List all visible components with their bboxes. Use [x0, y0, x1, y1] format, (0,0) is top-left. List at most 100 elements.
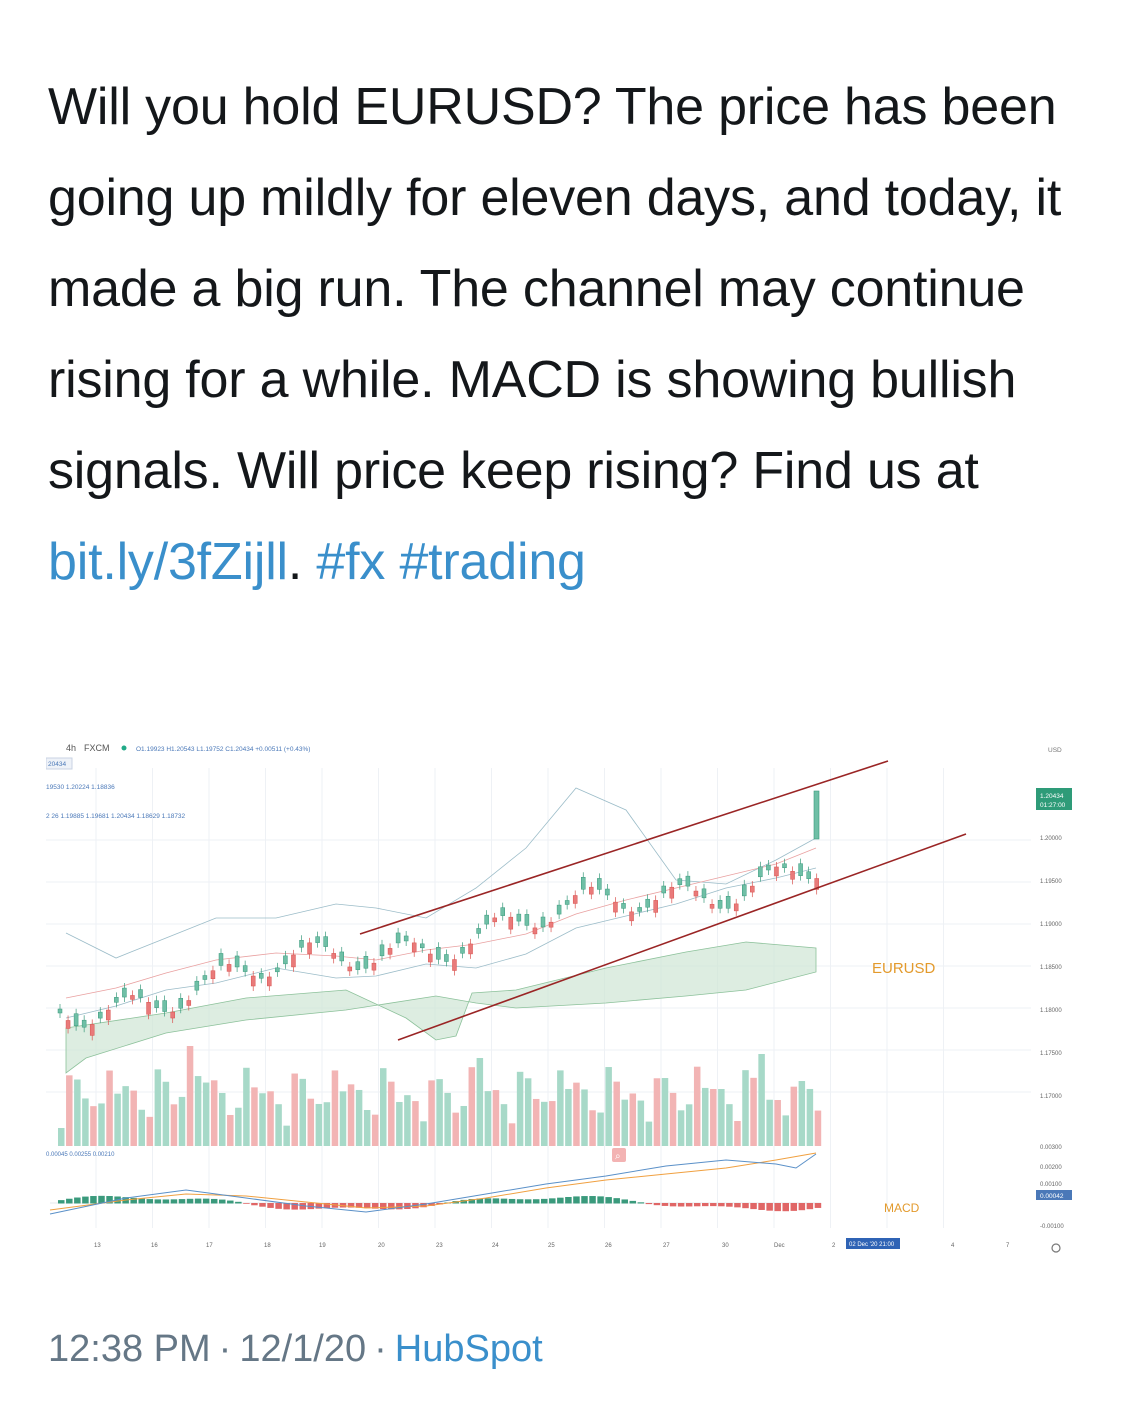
macd-hist-bar [565, 1196, 572, 1204]
volume-bar [235, 1107, 242, 1146]
macd-hist-bar [371, 1203, 379, 1209]
candle-body [766, 864, 771, 871]
hashtag-trading[interactable]: #trading [399, 533, 586, 591]
candle-body [420, 943, 425, 949]
volume-bar [460, 1105, 467, 1146]
macd-hist-bar [460, 1199, 467, 1204]
tweet-source[interactable]: HubSpot [394, 1328, 543, 1370]
candle-body [742, 884, 747, 897]
time-tick-label: 30 [722, 1243, 729, 1249]
candle-body [186, 1000, 192, 1006]
macd-tick-label: 0.00100 [1040, 1182, 1062, 1188]
candle-body [452, 959, 457, 971]
tweet-time[interactable]: 12:38 PM [48, 1328, 211, 1370]
volume-bar [565, 1088, 572, 1146]
candle-body [758, 866, 763, 878]
volume-bar [428, 1080, 435, 1146]
volume-bar [726, 1104, 733, 1146]
candle-body [717, 900, 723, 909]
chart-interval: 4h [66, 743, 76, 753]
volume-bar [210, 1080, 218, 1146]
macd-hist-bar [581, 1196, 588, 1204]
candle-body [693, 890, 699, 897]
volume-bar [291, 1073, 298, 1146]
macd-hist-bar [492, 1198, 500, 1204]
volume-bar [653, 1078, 661, 1146]
candle-body [339, 951, 344, 962]
price-axis: 1.20000 1.19500 1.19000 1.18500 1.18000 1.175… [1040, 836, 1062, 1100]
candle-body [267, 976, 272, 987]
hashtag-fx[interactable]: #fx [316, 533, 386, 591]
volume-bar [315, 1103, 323, 1146]
ohlc-readout: O1.19923 H1.20543 L1.19752 C1.20434 +0.0… [136, 746, 310, 753]
candle-body [73, 1013, 79, 1026]
macd-current-tag [1036, 1190, 1072, 1200]
volume-bar [186, 1046, 194, 1146]
candle-body [98, 1011, 103, 1019]
macd-hist-bar [468, 1199, 476, 1204]
volume-bar [758, 1054, 765, 1146]
tweet-text: Will you hold EURUSD? The price has been… [48, 62, 1088, 608]
chart-broker: FXCM [84, 743, 110, 753]
macd-hist-bar [315, 1203, 323, 1209]
volume-bar [90, 1106, 97, 1146]
status-dot [121, 745, 127, 751]
volume-bar [790, 1086, 798, 1146]
macd-values: 0.00045 0.00255 0.00210 [46, 1152, 115, 1158]
macd-hist-bar [355, 1203, 363, 1208]
volume-bar [82, 1098, 89, 1146]
macd-hist-bar [685, 1203, 693, 1207]
volume-bar [685, 1104, 693, 1146]
macd-hist-bar [516, 1199, 524, 1204]
macd-hist-bar [476, 1198, 484, 1204]
macd-hist-bar [532, 1199, 540, 1204]
macd-hist-bar [508, 1198, 516, 1204]
candle-body [790, 871, 795, 880]
candle-body [725, 896, 731, 909]
macd-hist-bar [484, 1198, 492, 1204]
candle-body [387, 948, 393, 955]
zoom-button[interactable] [612, 1148, 626, 1162]
macd-hist-bar [669, 1203, 677, 1207]
volume-bar [404, 1095, 411, 1146]
tweet-link[interactable]: bit.ly/3fZijll [48, 533, 288, 591]
price-badge [46, 757, 73, 770]
candle-body [194, 980, 200, 991]
macd-hist-bar [557, 1197, 564, 1204]
candle-body [597, 878, 602, 890]
price-tick-label: 1.20000 [1040, 836, 1062, 842]
candle-body [122, 987, 127, 998]
volume-bar [444, 1092, 451, 1146]
candle-body [540, 916, 546, 928]
macd-hist-bar [74, 1197, 81, 1204]
macd-hist-bar [718, 1203, 725, 1207]
macd-hist-bar [573, 1196, 580, 1204]
volume-bar [227, 1114, 234, 1146]
candle-body [532, 927, 538, 935]
tweet-link-punct: . [287, 533, 303, 591]
macd-hist-bar [790, 1203, 798, 1211]
candle-body [605, 888, 610, 896]
candle-body [347, 966, 353, 972]
macd-hist-bar [170, 1199, 178, 1204]
candle-body [259, 973, 264, 979]
candle-body [556, 904, 562, 915]
volume-bar [371, 1114, 379, 1146]
macd-hist-bar [500, 1198, 508, 1204]
settings-icon[interactable] [1051, 1243, 1061, 1253]
time-tick-label: 27 [663, 1243, 670, 1249]
volume-bar [532, 1098, 540, 1146]
candle-body [814, 878, 819, 890]
volume-bar [146, 1116, 154, 1146]
candle-body [411, 942, 417, 953]
cloud-area [65, 941, 817, 1074]
volume-bar [339, 1091, 347, 1146]
candle-body [589, 886, 594, 895]
tweet-date[interactable]: 12/1/20 [239, 1328, 367, 1370]
indicator-line-1: 19530 1.20224 1.18836 [46, 784, 115, 791]
chart-image[interactable]: 4h FXCM O1.19923 H1.20543 L1.19752 C1.20… [46, 728, 1080, 1270]
volume-bar [243, 1067, 250, 1146]
macd-hist-bar [750, 1203, 757, 1210]
candle-body [234, 955, 240, 968]
macd-hist-bar [227, 1200, 234, 1204]
